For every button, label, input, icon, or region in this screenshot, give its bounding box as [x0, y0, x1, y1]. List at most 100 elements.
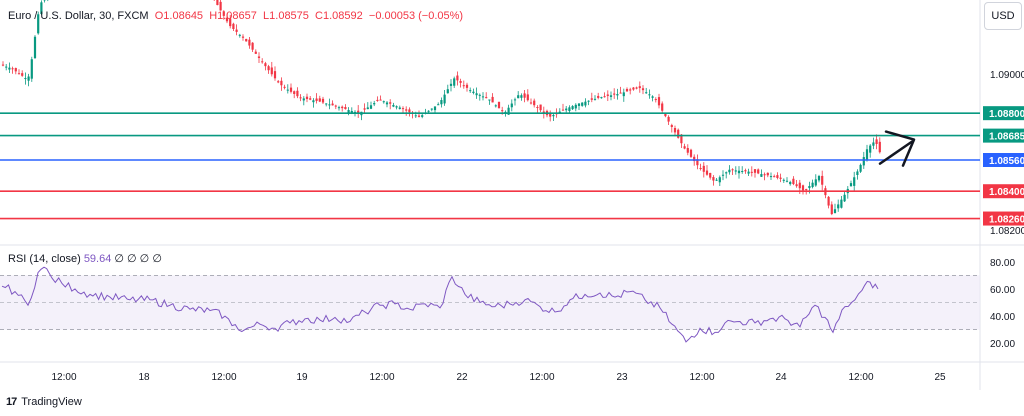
candle-down — [705, 170, 709, 175]
candle-down — [321, 98, 325, 103]
candle-up — [337, 107, 341, 109]
candle-up — [577, 103, 581, 106]
brand-name: TradingView — [21, 396, 82, 408]
candle-up — [769, 176, 773, 178]
candle-down — [821, 175, 824, 185]
candle-down — [693, 156, 696, 162]
candle-up — [421, 115, 424, 117]
candle-up — [286, 89, 289, 91]
candle-down — [526, 94, 529, 101]
candle-up — [833, 209, 837, 214]
candle-up — [350, 110, 353, 114]
candle-up — [760, 174, 763, 177]
candle-down — [267, 66, 270, 71]
close-value: C1.08592 — [315, 10, 363, 22]
candle-down — [254, 51, 257, 54]
price-tick-label: 1.09000 — [990, 70, 1024, 81]
candle-up — [469, 90, 472, 92]
candle-down — [597, 95, 600, 98]
rsi-label: RSI (14, close) — [8, 253, 81, 265]
candle-up — [609, 95, 613, 97]
candle-down — [248, 39, 251, 46]
candle-up — [385, 102, 389, 105]
candle-up — [517, 95, 520, 99]
candle-down — [603, 96, 606, 98]
candle-down — [216, 0, 219, 6]
candle-up — [369, 105, 373, 109]
candle-up — [513, 99, 517, 101]
candle-up — [814, 179, 817, 186]
candle-up — [862, 157, 865, 166]
candle-up — [872, 142, 875, 146]
candle-up — [8, 67, 11, 70]
candle-down — [459, 80, 462, 83]
candle-up — [865, 149, 869, 160]
rsi-legend: RSI (14, close) 59.64 ∅ ∅ ∅ ∅ — [8, 252, 162, 265]
candle-up — [715, 179, 718, 181]
candle-down — [539, 104, 542, 111]
candle-down — [257, 56, 261, 59]
arrow-shaft — [878, 140, 914, 165]
candle-down — [273, 71, 277, 79]
candle-down — [376, 99, 379, 101]
candle-down — [222, 11, 225, 16]
candle-up — [856, 171, 859, 176]
candle-up — [574, 104, 577, 109]
candle-up — [520, 95, 523, 98]
candle-up — [808, 186, 811, 189]
candle-down — [17, 73, 21, 75]
candle-up — [24, 78, 27, 80]
candle-down — [795, 184, 798, 187]
candle-down — [827, 196, 830, 206]
time-tick-label: 12:00 — [848, 372, 873, 383]
candle-down — [667, 116, 670, 122]
candle-down — [638, 86, 641, 89]
high-value: H1.08657 — [209, 10, 257, 22]
candle-down — [683, 146, 686, 149]
candle-down — [315, 98, 318, 101]
candle-down — [225, 17, 229, 22]
candle-up — [645, 92, 648, 94]
candle-down — [280, 80, 283, 86]
candle-down — [661, 103, 664, 111]
candle-down — [830, 204, 833, 215]
candle-down — [14, 68, 17, 72]
candle-up — [449, 83, 453, 86]
candle-up — [616, 94, 619, 96]
time-tick-label: 19 — [296, 372, 308, 383]
currency-button[interactable]: USD — [984, 2, 1022, 30]
level-price-label: 1.08260 — [989, 215, 1024, 226]
candle-down — [389, 102, 392, 104]
candle-down — [561, 109, 565, 111]
candle-down — [542, 111, 545, 113]
candle-up — [593, 98, 597, 100]
candle-down — [305, 96, 309, 100]
candle-up — [859, 164, 862, 172]
candle-up — [747, 171, 750, 174]
symbol-legend: Euro / U.S. Dollar, 30, FXCM O1.08645 H1… — [8, 10, 463, 22]
candle-down — [408, 109, 411, 113]
time-tick-label: 22 — [456, 372, 468, 383]
candle-down — [709, 172, 712, 178]
level-price-badge — [983, 153, 1024, 167]
rsi-tick-label: 60.00 — [990, 285, 1015, 296]
candle-up — [446, 89, 449, 94]
candle-up — [494, 105, 497, 107]
candle-up — [433, 106, 437, 111]
candle-up — [651, 96, 654, 98]
candle-down — [417, 115, 421, 117]
candle-down — [654, 99, 657, 101]
candle-up — [817, 176, 821, 181]
candle-down — [296, 90, 299, 97]
candle-down — [750, 171, 753, 173]
tradingview-brand[interactable]: 17 TradingView — [6, 396, 82, 408]
candle-up — [718, 177, 721, 183]
open-value: O1.08645 — [154, 10, 204, 22]
candle-up — [5, 66, 8, 68]
candle-down — [11, 68, 14, 70]
candle-down — [235, 29, 238, 32]
candle-down — [878, 141, 881, 153]
candle-up — [571, 106, 574, 110]
time-tick-label: 24 — [775, 372, 787, 383]
